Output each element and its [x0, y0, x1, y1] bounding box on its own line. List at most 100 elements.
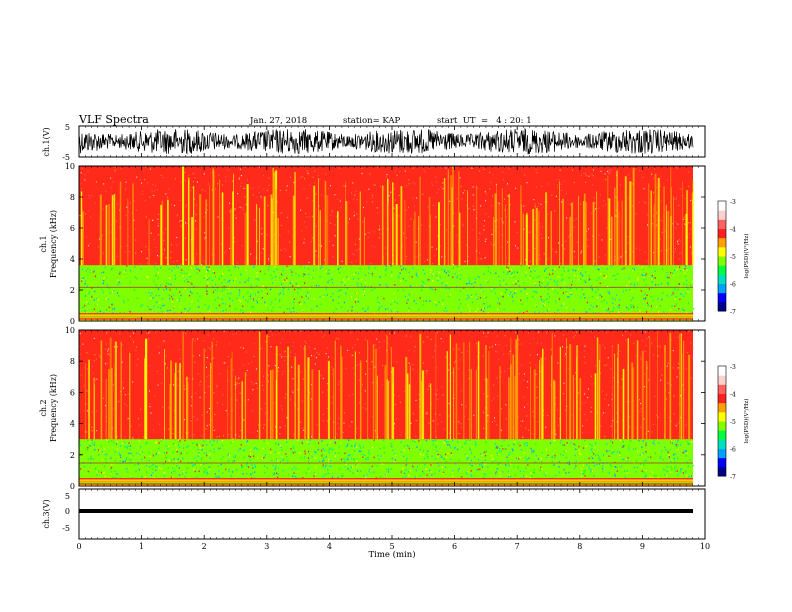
ytick-label: 8	[70, 193, 75, 202]
spectrogram-cell	[308, 261, 310, 264]
spectrogram-cell	[561, 201, 563, 203]
spectrogram-cell	[540, 203, 542, 205]
spectrogram-cell	[562, 444, 564, 446]
spectrogram-cell	[504, 291, 506, 294]
spectrogram-cell	[111, 304, 113, 306]
spectrogram-cell	[439, 470, 441, 472]
spectrogram-cell	[403, 232, 405, 234]
spectrogram-cell	[589, 308, 591, 310]
spectrogram-cell	[138, 469, 140, 471]
spectrogram-cell	[489, 272, 492, 274]
spectrogram-cell	[201, 457, 203, 459]
spectrogram-cell	[385, 308, 387, 310]
spectrogram-cell	[658, 416, 660, 418]
spectrogram-cell	[546, 332, 547, 334]
spectrogram-cell	[152, 219, 153, 221]
spectrogram-cell	[614, 461, 616, 464]
spectrogram-cell	[436, 181, 437, 183]
spectrogram-cell	[599, 294, 601, 296]
spectrogram-cell	[351, 445, 353, 447]
spectrogram-band	[79, 478, 693, 480]
spectrogram-cell	[354, 194, 356, 197]
spectrogram-cell	[368, 272, 370, 275]
spectrogram-cell	[155, 263, 157, 265]
spectrogram-cell	[645, 459, 647, 461]
spectrogram-cell	[267, 308, 269, 311]
spectrogram-cell	[349, 454, 351, 456]
spectrogram-cell	[234, 215, 236, 217]
spectrogram-cell	[483, 451, 485, 454]
colorbar-segment	[718, 219, 726, 229]
spectrogram-cell	[337, 423, 339, 425]
spectrogram-cell	[105, 298, 107, 300]
spectrogram-cell	[639, 410, 641, 412]
spectrogram-cell	[276, 458, 278, 460]
spectrogram-streak	[205, 199, 207, 266]
spectrogram-cell	[232, 441, 234, 443]
spectrogram-cell	[639, 249, 641, 251]
spectrogram-cell	[565, 457, 568, 459]
spectrogram-cell	[227, 169, 229, 171]
spectrogram-cell	[94, 270, 96, 272]
spectrogram-cell	[481, 466, 483, 468]
spectrogram-cell	[197, 268, 199, 270]
spectrogram-cell	[275, 275, 277, 278]
spectrogram-cell	[285, 393, 287, 395]
spectrogram-cell	[227, 281, 229, 283]
spectrogram-cell	[507, 470, 509, 473]
colorbar-segment	[718, 421, 726, 431]
spectrogram-cell	[116, 220, 118, 222]
spectrogram-streak	[569, 216, 571, 266]
spectrogram-cell	[565, 353, 567, 355]
spectrogram-cell	[145, 333, 147, 335]
spectrogram-cell	[291, 475, 294, 477]
spectrogram-cell	[523, 282, 525, 284]
spectrogram-cell	[502, 222, 504, 225]
spectrogram-cell	[208, 375, 210, 377]
spectrogram-cell	[347, 310, 349, 312]
spectrogram-cell	[646, 166, 647, 168]
spectrogram-cell	[129, 445, 131, 447]
spectrogram-cell	[604, 178, 606, 181]
spectrogram-cell	[211, 172, 213, 174]
colorbar-segment	[718, 411, 726, 422]
colorbar-segment	[718, 256, 726, 266]
spectrogram-cell	[321, 440, 323, 442]
spectrogram-streak	[621, 200, 623, 266]
spectrogram-cell	[100, 471, 103, 474]
spectrogram-cell	[308, 462, 310, 465]
spectrogram-cell	[466, 456, 468, 459]
spectrogram-cell	[314, 363, 316, 365]
spectrogram-cell	[671, 440, 673, 443]
spectrogram-cell	[495, 344, 497, 346]
spectrogram-cell	[669, 457, 671, 459]
spectrogram-cell	[268, 365, 270, 367]
spectrogram-cell	[666, 272, 668, 274]
spectrogram-cell	[125, 457, 128, 459]
spectrogram-cell	[340, 458, 343, 461]
spectrogram-cell	[415, 420, 417, 422]
spectrogram-cell	[595, 454, 597, 457]
spectrogram-cell	[199, 447, 201, 449]
spectrogram-cell	[300, 303, 302, 306]
spectrogram-cell	[583, 472, 585, 475]
spectrogram-cell	[659, 220, 661, 222]
spectrogram-cell	[338, 295, 340, 298]
spectrogram-cell	[607, 290, 609, 293]
spectrogram-cell	[172, 467, 174, 469]
spectrogram-cell	[214, 473, 216, 475]
spectrogram-cell	[208, 266, 210, 269]
spectrogram-cell	[572, 269, 574, 271]
spectrogram-cell	[147, 182, 149, 184]
spectrogram-cell	[103, 312, 105, 314]
spectrogram-cell	[159, 267, 161, 269]
spectrogram-cell	[244, 166, 246, 168]
spectrogram-cell	[177, 370, 179, 372]
spectrogram-cell	[534, 290, 536, 293]
spectrogram-cell	[283, 287, 285, 290]
spectrogram-cell	[677, 444, 679, 446]
spectrogram-cell	[312, 176, 314, 178]
spectrogram-cell	[213, 331, 215, 333]
spectrogram-cell	[352, 465, 354, 467]
spectrogram-cell	[499, 449, 501, 452]
